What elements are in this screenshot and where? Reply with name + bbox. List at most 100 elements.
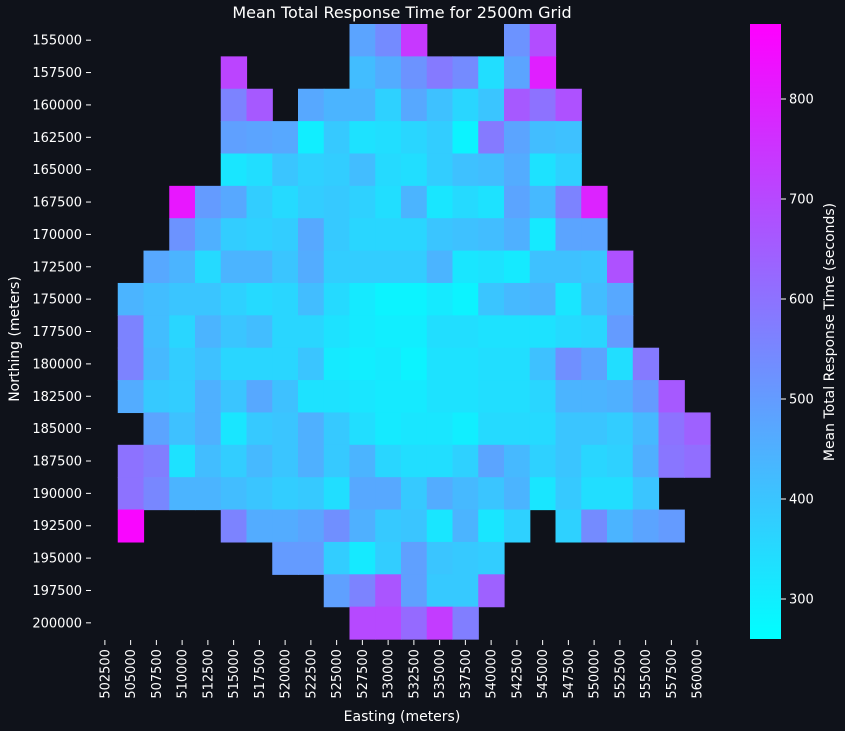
- heatmap-cell: [349, 347, 376, 381]
- heatmap-cell: [220, 444, 248, 478]
- heatmap-cell: [426, 541, 454, 575]
- heatmap-cell: [220, 347, 248, 381]
- y-tick-label: 197500: [32, 584, 82, 599]
- heatmap-cell: [375, 282, 402, 316]
- heatmap-cell: [555, 88, 582, 122]
- heatmap-cell: [452, 185, 479, 219]
- y-tick-label: 182500: [32, 390, 82, 405]
- heatmap-cell: [581, 185, 608, 219]
- heatmap-cell: [220, 218, 248, 252]
- x-tick-label: 525000: [330, 649, 345, 699]
- heatmap-cell: [452, 412, 479, 446]
- heatmap-cell: [426, 606, 454, 640]
- heatmap-cell: [375, 185, 402, 219]
- heatmap-cell: [478, 347, 505, 381]
- x-tick-label: 555000: [639, 649, 654, 699]
- heatmap-cell: [349, 185, 376, 219]
- heatmap-cell: [632, 477, 660, 511]
- heatmap-cell: [349, 24, 376, 57]
- heatmap-cell: [220, 380, 248, 414]
- heatmap-cell: [143, 250, 170, 284]
- heatmap-cell: [401, 606, 428, 640]
- x-tick-label: 532500: [407, 649, 422, 699]
- heatmap-cell: [426, 509, 454, 543]
- y-tick-label: 177500: [32, 325, 82, 340]
- heatmap-cell: [323, 250, 351, 284]
- colorbar-tick-label: 500: [789, 393, 814, 408]
- heatmap-cell: [272, 315, 299, 349]
- heatmap-cell: [426, 121, 454, 155]
- colorbar-tick-label: 600: [789, 293, 814, 308]
- y-tick-label: 165000: [32, 163, 82, 178]
- heatmap-cell: [478, 153, 505, 187]
- heatmap-cell: [478, 380, 505, 414]
- heatmap-cell: [478, 315, 505, 349]
- heatmap-cell: [246, 185, 273, 219]
- heatmap-cell: [298, 541, 325, 575]
- heatmap-cell: [452, 153, 479, 187]
- heatmap-cell: [478, 444, 505, 478]
- heatmap-cell: [504, 380, 531, 414]
- heatmap-cell: [349, 282, 376, 316]
- heatmap-cell: [504, 282, 531, 316]
- heatmap-cell: [426, 574, 454, 608]
- heatmap-cell: [555, 444, 582, 478]
- heatmap-cell: [169, 347, 196, 381]
- heatmap-cell: [143, 347, 170, 381]
- heatmap-cell: [195, 477, 222, 511]
- heatmap-cell: [452, 88, 479, 122]
- heatmap-cell: [555, 185, 582, 219]
- x-tick-label: 512500: [201, 649, 216, 699]
- x-tick-label: 510000: [176, 649, 191, 699]
- heatmap-cell: [246, 412, 273, 446]
- heatmap-cell: [323, 88, 351, 122]
- heatmap-cell: [607, 477, 634, 511]
- heatmap-cell: [452, 444, 479, 478]
- heatmap-cell: [220, 315, 248, 349]
- heatmap-cell: [323, 541, 351, 575]
- heatmap-cell: [452, 574, 479, 608]
- heatmap-cell: [220, 121, 248, 155]
- heatmap-cell: [349, 121, 376, 155]
- heatmap-cell: [529, 380, 557, 414]
- heatmap-cell: [529, 185, 557, 219]
- heatmap-cell: [401, 509, 428, 543]
- heatmap-cell: [452, 282, 479, 316]
- heatmap-cell: [658, 412, 685, 446]
- heatmap-cell: [323, 347, 351, 381]
- heatmap-cell: [117, 282, 145, 316]
- y-tick-label: 172500: [32, 260, 82, 275]
- heatmap-cell: [117, 444, 145, 478]
- heatmap-cell: [684, 444, 711, 478]
- x-tick-label: 527500: [356, 649, 371, 699]
- heatmap-cell: [452, 541, 479, 575]
- heatmap-cell: [581, 250, 608, 284]
- heatmap-cell: [504, 185, 531, 219]
- heatmap-cell: [117, 509, 145, 543]
- heatmap-cell: [478, 121, 505, 155]
- heatmap-cell: [323, 282, 351, 316]
- x-tick-label: 535000: [433, 649, 448, 699]
- heatmap-cell: [581, 218, 608, 252]
- heatmap-cell: [323, 412, 351, 446]
- heatmap-cell: [246, 218, 273, 252]
- heatmap-cell: [529, 412, 557, 446]
- heatmap-cell: [452, 315, 479, 349]
- heatmap-cell: [349, 412, 376, 446]
- x-tick-label: 545000: [536, 649, 551, 699]
- heatmap-cell: [426, 282, 454, 316]
- heatmap-cell: [220, 185, 248, 219]
- y-axis-label: Northing (meters): [7, 276, 23, 402]
- heatmap-cell: [452, 509, 479, 543]
- heatmap-cell: [581, 412, 608, 446]
- heatmap-cell: [607, 412, 634, 446]
- heatmap-cell: [195, 218, 222, 252]
- heatmap-cell: [169, 477, 196, 511]
- heatmap-cell: [220, 509, 248, 543]
- y-tick-labels: 155000 157500 160000 162500 165000 167500 1700…: [32, 34, 91, 631]
- heatmap-cell: [452, 380, 479, 414]
- heatmap-cell: [581, 347, 608, 381]
- heatmap-cell: [555, 477, 582, 511]
- heatmap-cell: [349, 250, 376, 284]
- heatmap-cell: [555, 315, 582, 349]
